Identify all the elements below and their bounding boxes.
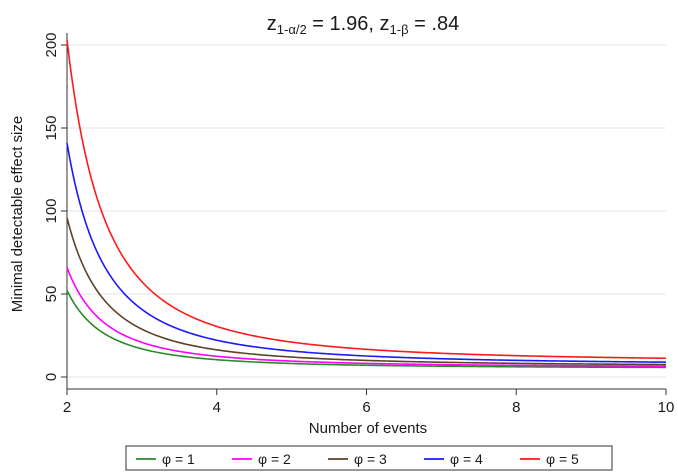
legend-label: φ = 2 [258,451,291,467]
y-tick-label: 50 [43,286,60,303]
grid-layer [67,44,666,378]
legend-label: φ = 3 [354,451,387,467]
series-line [66,267,667,367]
x-tick-label: 2 [63,399,71,416]
x-tick-label: 6 [362,399,370,416]
legend-label: φ = 5 [546,451,579,467]
x-tick-label: 10 [658,399,675,416]
series-line [66,217,667,366]
legend-items: φ = 1 φ = 2 φ = 3 φ = 4 φ = 5 [136,451,579,467]
title-part: 1-β [390,22,409,37]
legend-box [125,445,613,471]
axes-layer: 0 50 100 150 200 2 4 6 8 10 [43,32,674,416]
x-tick-label: 4 [213,399,221,416]
title-part: z [267,13,277,35]
x-axis-label: Number of events [309,420,427,437]
title-part: 1-α/2 [277,22,307,37]
title-part: = 1.96, z [307,13,390,35]
legend-label: φ = 1 [162,451,195,467]
y-tick-label: 0 [43,373,60,381]
title-part: = .84 [409,13,460,35]
y-tick-label: 100 [43,198,60,223]
legend: φ = 1 φ = 2 φ = 3 φ = 4 φ = 5 [125,445,613,471]
x-tick-label: 8 [512,399,520,416]
series-line [66,142,667,363]
series-line [66,289,666,369]
series-layer [66,39,667,369]
y-axis-label: Minimal detectable effect size [9,116,26,313]
legend-label: φ = 4 [450,451,483,467]
series-line [66,39,667,360]
chart-title: z1-α/2 = 1.96, z1-β = .84 [267,13,459,37]
y-tick-label: 150 [43,115,60,140]
y-tick-label: 200 [43,32,60,57]
